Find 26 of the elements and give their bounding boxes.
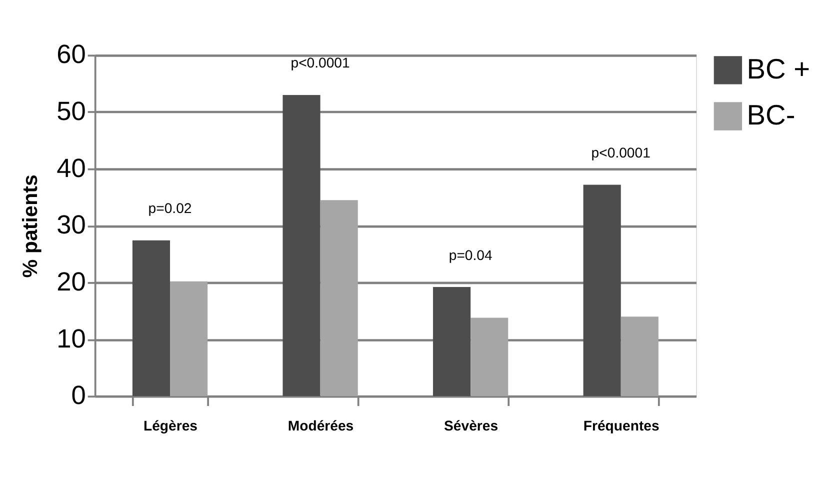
annotation: p<0.0001	[591, 144, 651, 160]
annotation: p=0.04	[448, 246, 492, 263]
bar	[433, 287, 471, 396]
y-tick-label: 50	[56, 96, 86, 126]
y-tick-label: 0	[71, 380, 86, 410]
bar	[320, 200, 358, 396]
x-tick-label: Fréquentes	[583, 417, 660, 434]
y-tick-label: 10	[56, 323, 86, 354]
x-tick-label: Modérées	[288, 417, 354, 434]
bar	[170, 281, 208, 396]
annotation: p<0.0001	[290, 54, 350, 71]
bar	[282, 94, 320, 396]
y-axis-title: % patients	[18, 174, 42, 278]
y-tick-label: 60	[56, 39, 86, 70]
bar	[470, 318, 508, 396]
bar	[132, 240, 170, 396]
bar	[620, 316, 658, 396]
annotation: p=0.02	[148, 200, 192, 216]
legend-label: BC-	[746, 98, 796, 131]
x-tick-label: Sévères	[444, 417, 498, 434]
x-tick-label: Légères	[143, 417, 198, 434]
legend-label: BC +	[746, 52, 810, 85]
y-tick-label: 20	[56, 266, 86, 296]
bar	[583, 184, 621, 396]
y-tick-label: 30	[56, 210, 86, 240]
y-tick-label: 40	[56, 152, 86, 183]
